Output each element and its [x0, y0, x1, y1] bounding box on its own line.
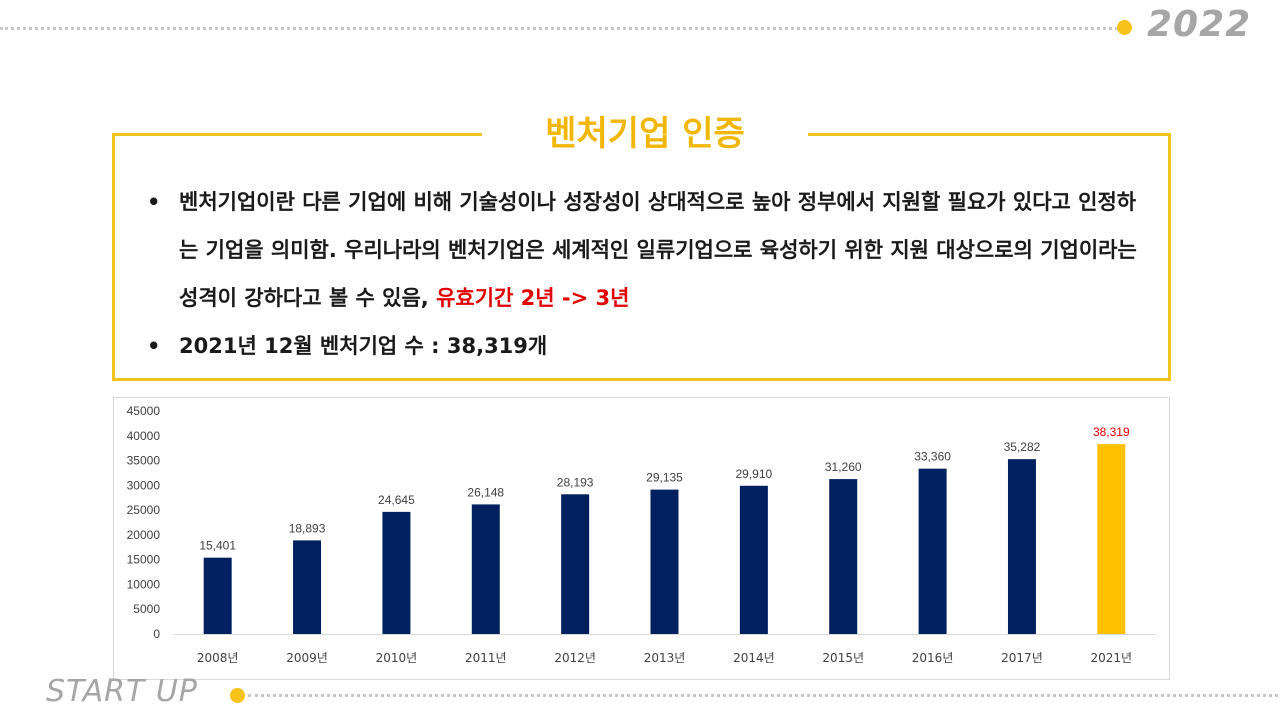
- bar: [1007, 459, 1036, 634]
- x-tick-label: 2015년: [822, 651, 864, 665]
- data-label: 18,893: [289, 521, 326, 535]
- x-tick-label: 2016년: [912, 651, 954, 665]
- section-title: 벤처기업 인증: [545, 114, 745, 154]
- validity-period-text: 유효기간 2년 -> 3년: [436, 286, 630, 310]
- bottom-dot-marker: [230, 688, 245, 703]
- bar: [293, 540, 322, 634]
- y-tick-label: 45000: [127, 404, 161, 418]
- bar-chart: 0 5000 10000 15000 20000 25000 30000 35000 40000…: [113, 397, 1170, 680]
- data-label: 31,260: [825, 460, 862, 474]
- y-tick-label: 5000: [133, 602, 160, 616]
- venture-count-text: 2021년 12월 벤처기업 수 : 38,319개: [179, 334, 548, 358]
- y-tick-label: 30000: [127, 478, 161, 492]
- x-tick-label: 2013년: [644, 651, 686, 665]
- y-tick-label: 35000: [127, 454, 161, 468]
- x-tick-label: 2008년: [197, 651, 239, 665]
- y-tick-label: 25000: [127, 503, 161, 517]
- bar: [203, 557, 232, 634]
- data-label: 28,193: [557, 475, 594, 489]
- bar: [650, 489, 679, 634]
- startup-label: START UP: [46, 674, 198, 709]
- data-label: 29,135: [646, 471, 683, 485]
- bar: [1097, 444, 1126, 634]
- data-label: 24,645: [378, 493, 415, 507]
- data-label: 29,910: [736, 467, 773, 481]
- top-dotted-line: [0, 27, 1118, 30]
- x-tick-label: 2021년: [1091, 651, 1133, 665]
- year-label: 2022: [1147, 4, 1252, 45]
- bar: [471, 504, 500, 634]
- bar: [382, 511, 411, 634]
- top-dot-marker: [1117, 20, 1132, 35]
- y-tick-label: 0: [153, 627, 160, 641]
- x-tick-label: 2010년: [376, 651, 418, 665]
- bar: [561, 494, 590, 634]
- data-label: 35,282: [1004, 440, 1041, 454]
- data-label: 15,401: [199, 539, 236, 553]
- bar: [829, 479, 858, 634]
- bullet-list: • 벤처기업이란 다른 기업에 비해 기술성이나 성장성이 상대적으로 높아 정…: [145, 178, 1150, 370]
- y-tick-label: 15000: [127, 553, 161, 567]
- bar: [739, 485, 768, 634]
- x-tick-label: 2017년: [1001, 651, 1043, 665]
- data-label: 26,148: [467, 485, 504, 499]
- x-tick-label: 2014년: [733, 651, 775, 665]
- bottom-dotted-line: [248, 694, 1278, 697]
- y-tick-label: 40000: [127, 429, 161, 443]
- bullet-icon: •: [147, 190, 161, 214]
- chart-canvas: 0 5000 10000 15000 20000 25000 30000 35000 40000…: [127, 404, 1156, 665]
- bar: [918, 468, 947, 634]
- section-title-wrap: 벤처기업 인증: [482, 110, 808, 158]
- data-label: 33,360: [914, 450, 951, 464]
- y-tick-label: 20000: [127, 528, 161, 542]
- bullet-icon: •: [147, 334, 161, 358]
- x-tick-label: 2009년: [286, 651, 328, 665]
- bullet-item-definition: • 벤처기업이란 다른 기업에 비해 기술성이나 성장성이 상대적으로 높아 정…: [145, 178, 1150, 322]
- x-tick-label: 2011년: [465, 651, 507, 665]
- bullet-item-count: • 2021년 12월 벤처기업 수 : 38,319개: [145, 322, 1150, 370]
- definition-text: 벤처기업이란 다른 기업에 비해 기술성이나 성장성이 상대적으로 높아 정부에…: [179, 190, 1137, 310]
- y-tick-label: 10000: [127, 577, 161, 591]
- x-tick-label: 2012년: [554, 651, 596, 665]
- data-label: 38,319: [1093, 425, 1130, 439]
